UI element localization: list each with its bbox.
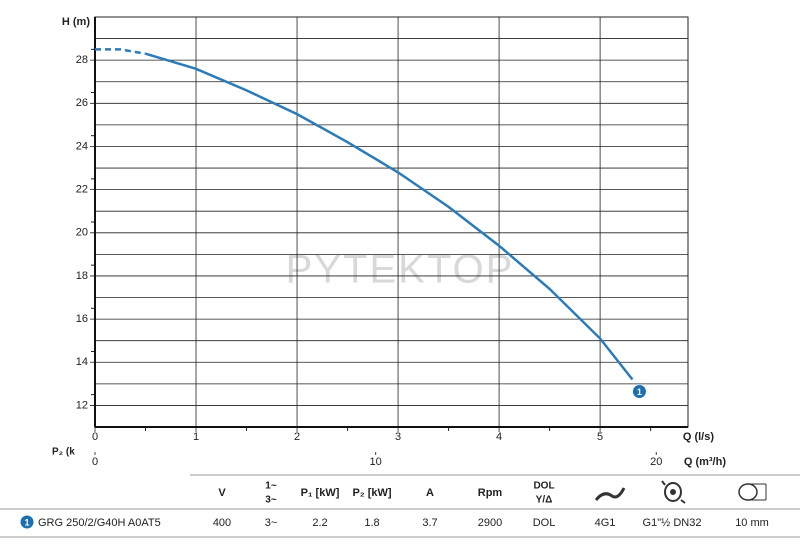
row-marker — [20, 515, 34, 529]
power-label: P₂ (k — [52, 447, 75, 458]
x2-tick-label: 10 — [370, 456, 382, 468]
curve-label: 1 — [637, 387, 642, 397]
table-header: Y/Δ — [536, 495, 553, 506]
x-tick-label: 1 — [193, 431, 199, 443]
y-tick-label: 14 — [76, 356, 88, 368]
table-cell: 4G1 — [595, 517, 616, 529]
y-tick-label: 12 — [76, 399, 88, 411]
y-tick-label: 24 — [76, 140, 88, 152]
table-cell: 3~ — [265, 517, 278, 529]
table-header: Rpm — [478, 487, 503, 499]
y-tick-label: 26 — [76, 97, 88, 109]
table-cell: 2900 — [478, 517, 502, 529]
table-header: V — [218, 487, 226, 499]
x2-tick-label: 0 — [92, 456, 98, 468]
curve-marker — [632, 385, 646, 399]
y-tick-label: 16 — [76, 313, 88, 325]
table-cell: GRG 250/2/G40H A0AT5 — [38, 517, 161, 529]
table-cell: G1"½ DN32 — [643, 517, 702, 529]
x-tick-label: 0 — [92, 431, 98, 443]
table-header: 1~ — [265, 481, 277, 492]
row-id: 1 — [24, 517, 29, 527]
table-header: P₂ [kW] — [352, 487, 391, 499]
y-tick-label: 28 — [76, 54, 88, 66]
x2-tick-label: 20 — [650, 456, 662, 468]
table-header: P₁ [kW] — [301, 487, 340, 499]
table-cell: 3.7 — [422, 517, 437, 529]
y-tick-label: 22 — [76, 184, 88, 196]
table-header: 3~ — [265, 495, 277, 506]
size-icon — [738, 483, 767, 501]
table-header: DOL — [533, 481, 554, 492]
x-tick-label: 5 — [597, 431, 603, 443]
pump-icon — [661, 480, 686, 504]
cable-icon — [594, 487, 626, 501]
x-tick-label: 2 — [294, 431, 300, 443]
table-cell: 10 mm — [735, 517, 769, 529]
curve — [145, 52, 634, 381]
x-tick-label: 3 — [395, 431, 401, 443]
x2-axis-label: Q (m³/h) — [684, 456, 726, 468]
curve — [95, 48, 146, 55]
table-cell: DOL — [533, 517, 556, 529]
table-cell: 1.8 — [364, 517, 379, 529]
table-cell: 2.2 — [312, 517, 327, 529]
table-cell: 400 — [213, 517, 231, 529]
table-header: A — [426, 487, 434, 499]
y-tick-label: 20 — [76, 227, 88, 239]
x-tick-label: 4 — [496, 431, 502, 443]
x-axis-label: Q (l/s) — [683, 431, 715, 443]
y-axis-label: H (m) — [62, 16, 90, 28]
y-tick-label: 18 — [76, 270, 88, 282]
watermark: PYTEKTOP — [286, 248, 515, 292]
plot-frame — [94, 16, 689, 428]
